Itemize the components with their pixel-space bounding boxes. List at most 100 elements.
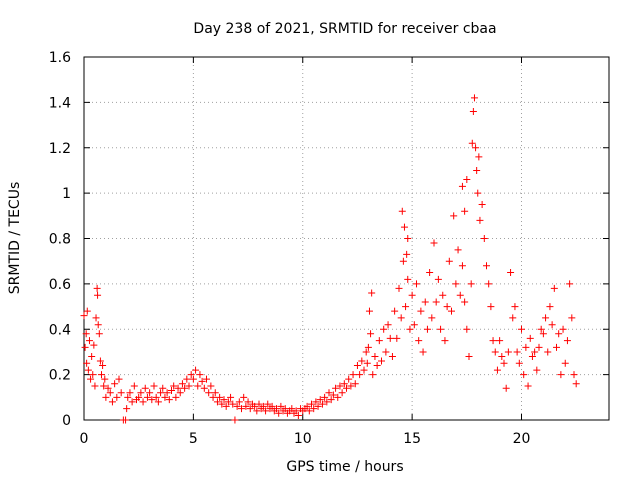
data-point: [382, 348, 390, 356]
data-point: [157, 389, 165, 397]
data-point: [294, 411, 302, 419]
data-point: [94, 291, 102, 299]
data-point: [452, 280, 460, 288]
data-point: [84, 366, 92, 374]
data-point: [332, 384, 340, 392]
data-point: [96, 357, 104, 365]
data-point: [487, 303, 495, 311]
y-tick-label: 1.2: [49, 141, 71, 157]
data-point: [365, 307, 373, 315]
data-point: [384, 321, 392, 329]
data-point: [458, 182, 466, 190]
data-point: [130, 382, 138, 390]
data-point: [80, 312, 88, 320]
data-point: [463, 176, 471, 184]
data-point: [504, 348, 512, 356]
data-point: [117, 389, 125, 397]
data-point: [395, 284, 403, 292]
data-point: [404, 275, 412, 283]
data-point: [126, 389, 134, 397]
data-point: [81, 343, 89, 351]
data-point: [363, 359, 371, 367]
data-point: [259, 402, 267, 410]
data-point: [87, 375, 95, 383]
data-point: [82, 330, 90, 338]
data-point: [141, 384, 149, 392]
y-tick-label: 1.6: [49, 50, 71, 66]
data-point: [559, 325, 567, 333]
data-point: [108, 398, 116, 406]
data-point: [398, 207, 406, 215]
data-point: [358, 357, 366, 365]
data-point: [415, 337, 423, 345]
data-point: [539, 330, 547, 338]
data-point: [305, 407, 313, 415]
data-point: [85, 337, 93, 345]
data-series-srmtid: [80, 94, 580, 424]
data-point: [419, 348, 427, 356]
data-point: [473, 166, 481, 174]
data-point: [122, 416, 130, 424]
data-point: [244, 398, 252, 406]
data-point: [430, 239, 438, 247]
data-point: [408, 291, 416, 299]
data-point: [336, 382, 344, 390]
data-point: [535, 343, 543, 351]
data-point: [522, 343, 530, 351]
data-point: [253, 407, 261, 415]
data-point: [203, 375, 210, 383]
data-point: [544, 348, 552, 356]
data-point: [533, 366, 541, 374]
data-point: [104, 384, 112, 392]
data-point: [432, 298, 440, 306]
data-point: [292, 407, 300, 415]
data-point: [277, 402, 285, 410]
data-point: [555, 330, 563, 338]
data-point: [83, 307, 91, 315]
data-point: [83, 359, 91, 367]
data-point: [152, 393, 160, 401]
data-point: [251, 402, 259, 410]
data-point: [469, 107, 477, 115]
data-point: [185, 382, 193, 390]
data-point: [312, 398, 320, 406]
data-point: [213, 398, 221, 406]
data-point: [303, 402, 311, 410]
data-point: [316, 396, 324, 404]
data-point: [231, 416, 239, 424]
data-point: [400, 223, 408, 231]
data-point: [329, 391, 337, 399]
y-tick-label: 0.4: [49, 322, 71, 338]
data-point: [176, 389, 184, 397]
data-point: [509, 314, 517, 322]
y-tick-label: 0.6: [49, 277, 71, 293]
data-point: [235, 398, 243, 406]
data-point: [448, 307, 455, 315]
chart-title: Day 238 of 2021, SRMTID for receiver cba…: [193, 21, 496, 37]
data-point: [200, 384, 208, 392]
data-point: [476, 216, 484, 224]
data-point: [557, 371, 565, 379]
data-point: [526, 334, 534, 342]
data-point: [413, 280, 420, 288]
data-point: [246, 405, 254, 413]
data-point: [340, 380, 348, 388]
data-point: [386, 334, 394, 342]
data-point: [520, 371, 528, 379]
y-tick-label: 0.8: [49, 232, 71, 248]
data-point: [489, 337, 497, 345]
data-point: [222, 402, 230, 410]
data-point: [154, 398, 162, 406]
data-point: [450, 212, 458, 220]
data-point: [275, 409, 283, 417]
data-point: [391, 307, 399, 315]
data-point: [566, 280, 574, 288]
data-point: [111, 380, 119, 388]
data-point: [310, 405, 318, 413]
data-point: [483, 262, 490, 270]
data-point: [406, 325, 414, 333]
data-point: [189, 375, 197, 383]
data-point: [281, 405, 289, 413]
data-point: [288, 405, 296, 413]
data-point: [368, 289, 376, 297]
